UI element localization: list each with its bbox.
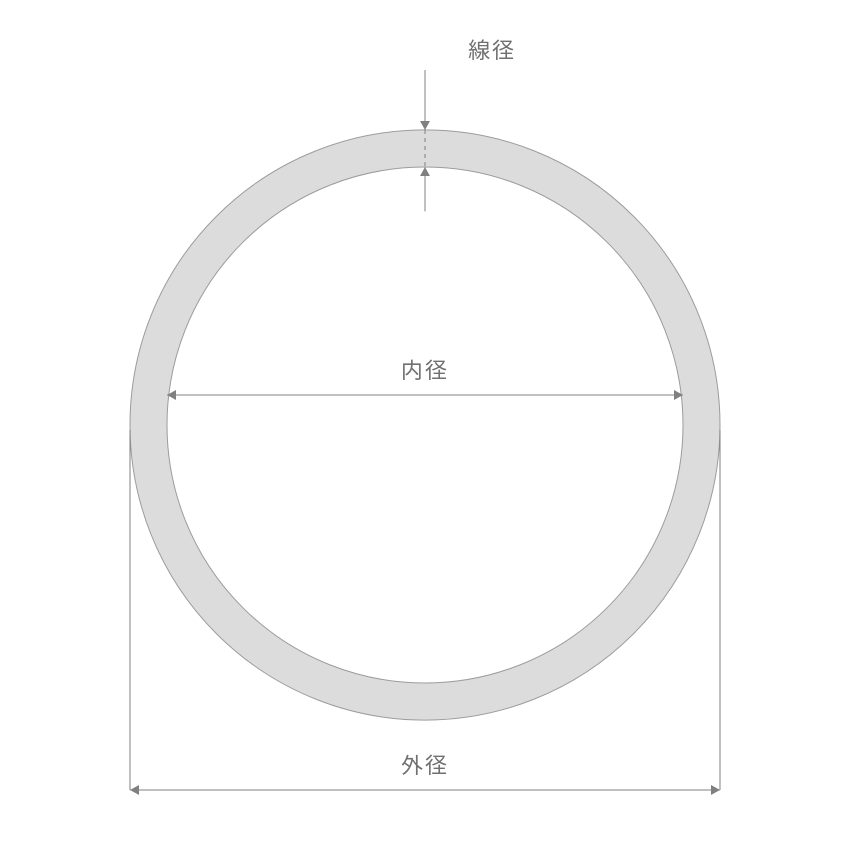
wire-diameter-label: 線径 — [468, 33, 516, 65]
outer-diameter-label: 外径 — [401, 748, 449, 780]
ring-annulus — [130, 130, 720, 720]
ring-diagram: 線径 内径 外径 — [0, 0, 850, 850]
inner-diameter-label: 内径 — [401, 353, 449, 385]
